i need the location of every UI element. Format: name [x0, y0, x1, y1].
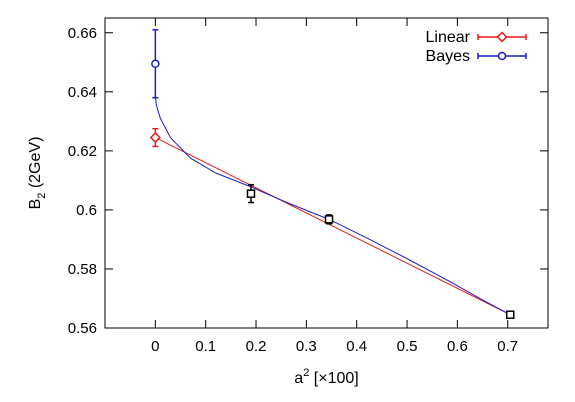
legend: Linear Bayes [426, 29, 527, 65]
y-tick-label: 0.66 [68, 25, 97, 42]
fit-lines [154, 96, 511, 316]
plot-frame [104, 17, 549, 329]
x-tick-label: 0.2 [246, 338, 267, 355]
extrapolated-point-bayes [151, 59, 160, 69]
data-point [246, 189, 256, 198]
plot-border [104, 17, 549, 329]
y-tick-label: 0.58 [68, 261, 97, 278]
y-tick-label: 0.56 [68, 320, 97, 337]
y-axis: 0.56 0.58 0.6 0.62 0.64 0.66 [68, 25, 548, 337]
y-tick-label: 0.6 [76, 202, 97, 219]
x-tick-label: 0.3 [296, 338, 317, 355]
data-point [505, 310, 515, 319]
data-marks [149, 29, 515, 319]
x-tick-label: 0.4 [346, 338, 367, 355]
legend-label-bayes: Bayes [426, 48, 470, 65]
legend-label-linear: Linear [426, 29, 471, 46]
legend-marker-bayes [497, 51, 507, 61]
x-tick-label: 0.6 [447, 338, 468, 355]
x-tick-label: 0.1 [195, 338, 216, 355]
data-point [324, 215, 334, 224]
x-axis: 0 0.1 0.2 0.3 0.4 0.5 0.6 0.7 [151, 18, 518, 355]
x-tick-label: 0 [151, 338, 159, 355]
y-tick-label: 0.64 [68, 84, 97, 101]
fit-line-linear [155, 137, 511, 316]
extrapolated-point-linear [149, 132, 161, 144]
fit-line-bayes [154, 96, 511, 316]
x-axis-title: a2 [×100] [294, 367, 358, 387]
y-axis-title: B2 (2GeV) [27, 137, 48, 210]
x-tick-label: 0.7 [497, 338, 518, 355]
x-tick-label: 0.5 [397, 338, 418, 355]
legend-marker-linear [496, 31, 508, 43]
y-tick-label: 0.62 [68, 143, 97, 160]
